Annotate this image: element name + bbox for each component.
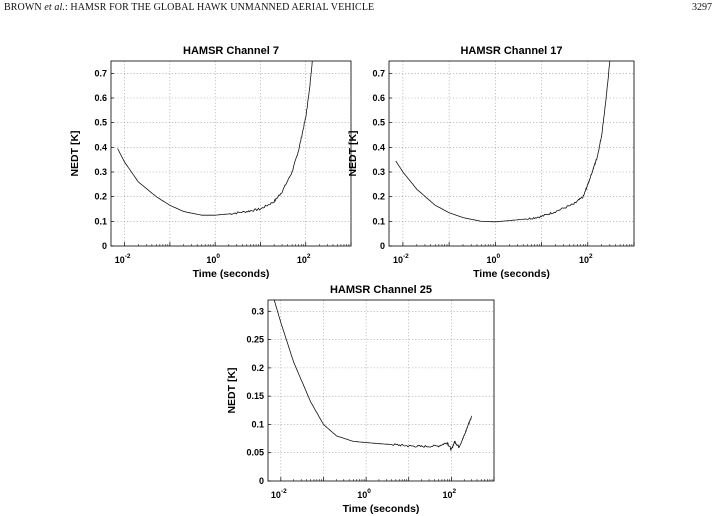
chart-panel-2: HAMSR Channel 17 0 0.1 0.2 0.3 0.4 0.5 0.6 0.7 10… bbox=[347, 45, 635, 280]
running-head-authors: BROWN et al.: HAMSR FOR THE GLOBAL HAWK … bbox=[4, 2, 374, 13]
y-tick-label: 0.7 bbox=[372, 68, 385, 78]
x-axis-label: Time (seconds) bbox=[193, 268, 270, 280]
y-tick-label: 0.1 bbox=[251, 419, 264, 429]
chart-title: HAMSR Channel 7 bbox=[183, 45, 279, 57]
y-tick-label: 0.2 bbox=[94, 192, 107, 202]
running-head-etal: et al. bbox=[44, 2, 65, 13]
x-tick-label: 102 bbox=[579, 253, 593, 265]
y-axis-label: NEDT [K] bbox=[347, 130, 359, 176]
y-tick-label: 0.4 bbox=[94, 142, 107, 152]
y-tick-label: 0 bbox=[380, 241, 385, 251]
y-tick-label: 0.5 bbox=[94, 118, 107, 128]
y-tick-label: 0.05 bbox=[246, 448, 264, 458]
x-tick-label: 10-2 bbox=[115, 253, 131, 265]
y-tick-label: 0 bbox=[259, 476, 264, 486]
x-tick-label: 100 bbox=[487, 253, 501, 265]
x-tick-label: 10-2 bbox=[271, 488, 287, 500]
y-tick-label: 0.5 bbox=[372, 118, 385, 128]
series-line bbox=[117, 61, 313, 216]
chart-panel-1: HAMSR Channel 7 0 0.1 0.2 0.3 0.4 0.5 0.6 0.7 10-… bbox=[69, 45, 352, 280]
plot-frame bbox=[110, 60, 352, 247]
plot-frame bbox=[267, 299, 495, 482]
y-tick-label: 0.4 bbox=[372, 142, 385, 152]
series-line bbox=[273, 300, 472, 452]
running-head: BROWN et al.: HAMSR FOR THE GLOBAL HAWK … bbox=[4, 2, 712, 16]
x-tick-label: 10-2 bbox=[393, 253, 409, 265]
y-axis-label: NEDT [K] bbox=[226, 367, 238, 413]
y-tick-label: 0.2 bbox=[372, 192, 385, 202]
y-tick-label: 0.15 bbox=[246, 391, 264, 401]
y-tick-label: 0.1 bbox=[372, 216, 385, 226]
chart-title: HAMSR Channel 17 bbox=[460, 45, 562, 57]
y-tick-label: 0.7 bbox=[94, 68, 107, 78]
y-tick-label: 0 bbox=[102, 241, 107, 251]
series-line bbox=[395, 61, 611, 223]
y-tick-label: 0.3 bbox=[94, 167, 107, 177]
y-axis-label: NEDT [K] bbox=[69, 130, 81, 176]
chart-panel-3: HAMSR Channel 25 0 0.05 0.1 0.15 0.2 0.25 0.3 10… bbox=[226, 284, 495, 515]
chart-title: HAMSR Channel 25 bbox=[330, 284, 432, 296]
x-axis-label: Time (seconds) bbox=[473, 268, 550, 280]
x-tick-label: 102 bbox=[297, 253, 311, 265]
plot-frame bbox=[388, 60, 635, 247]
y-tick-label: 0.25 bbox=[246, 335, 264, 345]
y-tick-label: 0.3 bbox=[251, 306, 264, 316]
y-tick-label: 0.2 bbox=[251, 363, 264, 373]
y-tick-label: 0.6 bbox=[94, 93, 107, 103]
y-tick-label: 0.1 bbox=[94, 216, 107, 226]
y-tick-label: 0.3 bbox=[372, 167, 385, 177]
page-number: 3297 bbox=[692, 2, 712, 13]
x-axis-label: Time (seconds) bbox=[343, 503, 420, 515]
x-tick-label: 100 bbox=[206, 253, 220, 265]
running-head-author: BROWN bbox=[4, 2, 45, 13]
x-tick-label: 100 bbox=[357, 488, 371, 500]
x-tick-label: 102 bbox=[443, 488, 457, 500]
y-tick-label: 0.6 bbox=[372, 93, 385, 103]
running-head-title: : HAMSR FOR THE GLOBAL HAWK UNMANNED AER… bbox=[64, 2, 375, 13]
